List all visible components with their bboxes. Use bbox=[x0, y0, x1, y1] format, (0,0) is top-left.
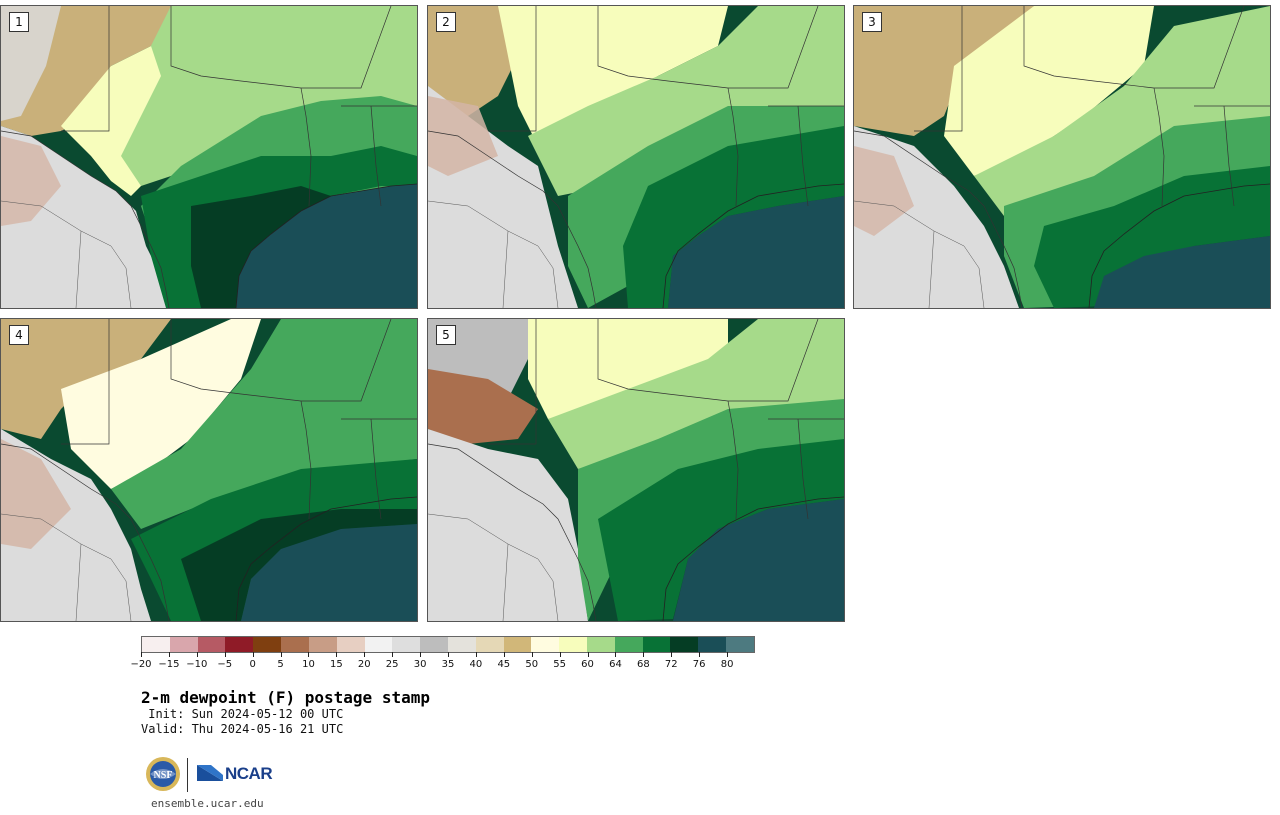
panel-number: 3 bbox=[862, 12, 882, 32]
nsf-logo-text: NSF bbox=[154, 770, 173, 781]
colorbar-swatch bbox=[447, 637, 476, 652]
colorbar-swatch bbox=[253, 637, 282, 652]
colorbar-tick bbox=[364, 652, 366, 657]
colorbar-swatch bbox=[142, 637, 170, 652]
dewpoint-map bbox=[428, 319, 844, 621]
colorbar-swatch bbox=[642, 637, 671, 652]
colorbar-swatch bbox=[392, 637, 421, 652]
colorbar-swatch bbox=[197, 637, 226, 652]
colorbar-swatch bbox=[559, 637, 587, 652]
colorbar-tick-label: 25 bbox=[385, 659, 399, 670]
colorbar-tick-label: 64 bbox=[609, 659, 622, 670]
colorbar-tick-label: 68 bbox=[636, 659, 650, 670]
colorbar-tick bbox=[308, 652, 310, 657]
colorbar-tick bbox=[503, 652, 505, 657]
colorbar-tick-label: −5 bbox=[217, 659, 233, 670]
colorbar-tick bbox=[699, 652, 701, 657]
colorbar-swatch bbox=[225, 637, 254, 652]
colorbar-tick bbox=[587, 652, 589, 657]
colorbar-tick bbox=[671, 652, 673, 657]
valid-time: Valid: Thu 2024-05-16 21 UTC bbox=[141, 722, 344, 736]
colorbar-tick bbox=[448, 652, 449, 657]
colorbar bbox=[141, 636, 755, 653]
colorbar-swatch bbox=[614, 637, 643, 652]
dewpoint-map bbox=[428, 6, 844, 308]
colorbar-tick bbox=[336, 652, 338, 657]
colorbar-swatch bbox=[670, 637, 699, 652]
colorbar-swatch bbox=[726, 637, 754, 652]
colorbar-tick bbox=[141, 652, 142, 657]
colorbar-tick-label: 10 bbox=[302, 659, 315, 670]
website-link[interactable]: ensemble.ucar.edu bbox=[151, 797, 264, 810]
colorbar-swatch bbox=[308, 637, 337, 652]
colorbar-ticks: −20 −15 −10 −5 0 5 10 15 20 25 30 35 40 45 50 55 60 64 68 7… bbox=[130, 652, 755, 676]
nsf-logo: NSF bbox=[146, 757, 180, 791]
colorbar-tick bbox=[615, 652, 617, 657]
colorbar-tick bbox=[392, 652, 394, 657]
logo-divider bbox=[187, 758, 188, 792]
colorbar-swatch bbox=[475, 637, 504, 652]
map-panel-5: 5 bbox=[427, 318, 845, 622]
colorbar-tick-label: −10 bbox=[186, 659, 208, 670]
map-panel-2: 2 bbox=[427, 5, 845, 309]
figure-title: 2-m dewpoint (F) postage stamp bbox=[141, 688, 430, 707]
colorbar-swatch bbox=[531, 637, 560, 652]
colorbar-tick-label: 20 bbox=[357, 659, 371, 670]
colorbar-tick-label: 5 bbox=[277, 659, 284, 670]
colorbar-tick-label: 60 bbox=[581, 659, 594, 670]
colorbar-swatch bbox=[336, 637, 365, 652]
colorbar-tick-label: 15 bbox=[329, 659, 343, 670]
colorbar-swatch bbox=[364, 637, 393, 652]
dewpoint-map bbox=[854, 6, 1270, 308]
colorbar-tick bbox=[559, 652, 561, 657]
colorbar-swatch bbox=[587, 637, 615, 652]
colorbar-tick bbox=[196, 652, 198, 657]
colorbar-tick bbox=[531, 652, 533, 657]
colorbar-tick bbox=[224, 652, 226, 657]
colorbar-swatch bbox=[698, 637, 727, 652]
map-panel-4: 4 bbox=[0, 318, 418, 622]
colorbar-swatch bbox=[420, 637, 448, 652]
panel-number: 2 bbox=[436, 12, 456, 32]
colorbar-swatch bbox=[169, 637, 198, 652]
colorbar-tick-label: −15 bbox=[158, 659, 180, 670]
colorbar-tick bbox=[420, 652, 422, 657]
colorbar-tick-label: 72 bbox=[664, 659, 678, 670]
dewpoint-map bbox=[1, 6, 417, 308]
colorbar-tick-label: 30 bbox=[413, 659, 427, 670]
colorbar-swatch bbox=[503, 637, 532, 652]
colorbar-tick bbox=[252, 652, 254, 657]
colorbar-tick bbox=[168, 652, 170, 657]
colorbar-tick bbox=[280, 652, 282, 657]
colorbar-tick-label: 55 bbox=[553, 659, 566, 670]
colorbar-tick bbox=[643, 652, 645, 657]
panel-number: 4 bbox=[9, 325, 29, 345]
colorbar-tick-label: 35 bbox=[441, 659, 455, 670]
colorbar-swatch bbox=[281, 637, 309, 652]
colorbar-tick-label: −20 bbox=[130, 659, 152, 670]
colorbar-tick-label: 80 bbox=[720, 659, 734, 670]
map-panel-3: 3 bbox=[853, 5, 1271, 309]
panel-number: 1 bbox=[9, 12, 29, 32]
dewpoint-map bbox=[1, 319, 417, 621]
colorbar-tick-label: 0 bbox=[249, 659, 256, 670]
colorbar-tick-label: 76 bbox=[692, 659, 706, 670]
colorbar-tick-label: 50 bbox=[525, 659, 539, 670]
panel-number: 5 bbox=[436, 325, 456, 345]
ncar-mark-icon bbox=[197, 765, 223, 781]
map-panel-1: 1 bbox=[0, 5, 418, 309]
colorbar-tick-label: 40 bbox=[469, 659, 483, 670]
colorbar-tick bbox=[727, 652, 729, 657]
colorbar-tick bbox=[475, 652, 477, 657]
logo-area: NSF NCAR bbox=[145, 756, 285, 796]
init-time: Init: Sun 2024-05-12 00 UTC bbox=[141, 707, 344, 721]
colorbar-tick-label: 45 bbox=[497, 659, 511, 670]
ncar-logo-text: NCAR bbox=[225, 764, 273, 783]
